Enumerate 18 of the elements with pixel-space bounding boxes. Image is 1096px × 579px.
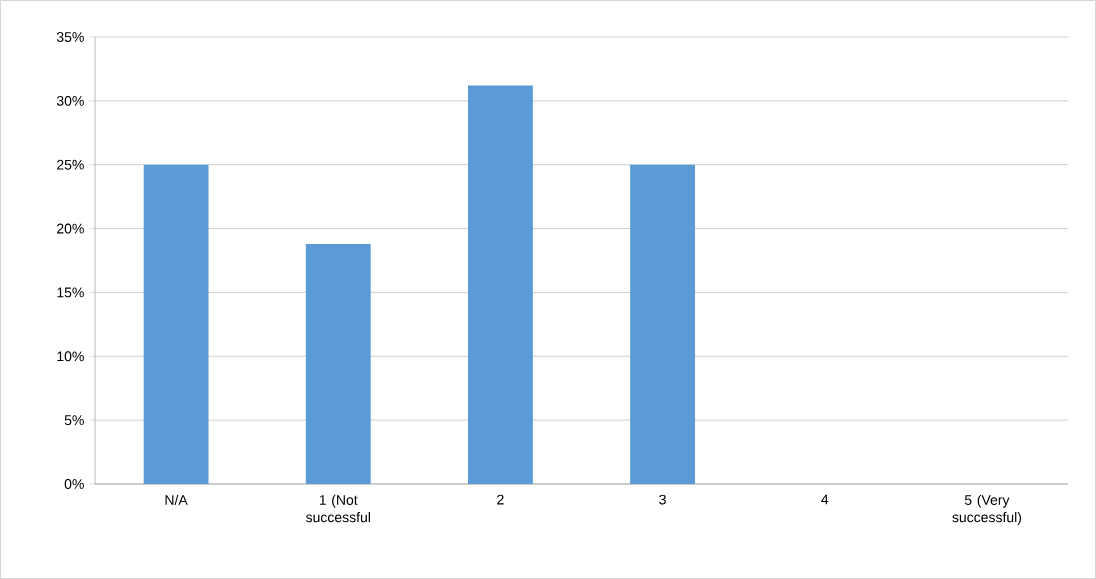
x-tick-label: 2 [497,494,504,505]
bar [305,243,371,484]
y-tick-label: 20% [57,223,84,234]
x-tick-label: 1 (Not successful [305,494,370,523]
y-tick-label: 30% [56,95,84,106]
y-tick-label: 35% [56,32,84,42]
x-tick-label: 3 [659,494,666,505]
bar [143,164,209,484]
y-tick-label: 0% [64,479,84,489]
x-tick-label: 5 (Very successful) [952,494,1022,526]
y-tick-label: 25% [57,159,84,170]
x-tick-label: N/A [165,494,188,505]
bar [467,85,533,484]
y-tick-label: 5% [64,415,84,426]
bar [630,164,696,484]
y-tick-label: 15% [57,287,84,298]
x-tick-label: 4 [821,494,829,505]
y-tick-label: 10% [57,351,84,362]
